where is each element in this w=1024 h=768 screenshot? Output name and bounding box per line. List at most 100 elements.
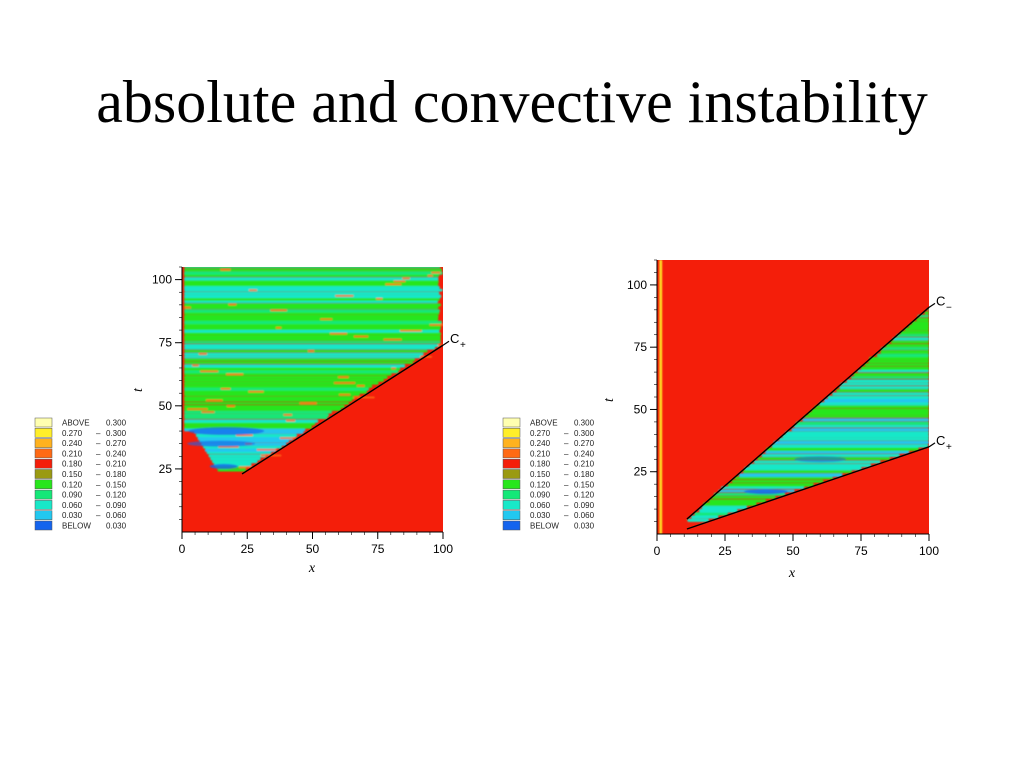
field-band [218, 446, 239, 448]
field-band [376, 297, 383, 300]
legend-label: 0.270 [62, 429, 83, 438]
legend-range: 0.180 [574, 470, 595, 479]
legend-swatch [502, 417, 521, 428]
field-band [248, 289, 258, 291]
group-velocity-ray [686, 306, 930, 520]
field-band [184, 352, 424, 356]
legend-range: 0.210 [574, 460, 595, 469]
legend-swatch [34, 428, 53, 438]
legend-dash: – [96, 449, 101, 458]
legend-label: 0.150 [62, 470, 83, 479]
contour-field [184, 267, 443, 472]
field-band [226, 373, 244, 376]
ray-label-subscript: + [460, 340, 466, 351]
legend-swatch [502, 510, 521, 520]
field-band [791, 428, 929, 432]
field-band [283, 414, 292, 416]
field-band [391, 367, 396, 370]
legend-label: 0.240 [62, 439, 83, 448]
field-band [220, 387, 231, 390]
field-band [778, 437, 929, 441]
legend-dash: – [96, 501, 101, 510]
field-band [721, 486, 805, 490]
field-band [198, 353, 207, 355]
field-band [184, 315, 439, 319]
field-band [850, 376, 929, 379]
field-band [338, 376, 349, 378]
field-band [184, 341, 441, 344]
field-band [393, 280, 406, 283]
legend-range: 0.210 [106, 460, 127, 469]
field-band [694, 512, 729, 516]
field-band [184, 303, 441, 307]
field-band [782, 434, 929, 438]
field-band [184, 323, 442, 327]
field-band [184, 335, 441, 339]
field-band [864, 363, 929, 367]
field-band [184, 393, 360, 397]
field-band [184, 410, 332, 414]
field-band [184, 358, 416, 362]
field-band [184, 338, 441, 341]
field-band [239, 466, 253, 468]
field-band [256, 448, 277, 451]
legend-label: 0.090 [62, 491, 83, 500]
field-band [184, 288, 443, 292]
field-band [771, 444, 929, 448]
field-band [184, 285, 440, 290]
field-band [226, 405, 235, 407]
field-band [184, 329, 440, 333]
ray-label-subscript: − [946, 302, 952, 313]
field-band [353, 335, 369, 338]
field-band [836, 389, 929, 393]
field-band [184, 355, 422, 359]
field-band [209, 463, 238, 469]
legend: ABOVE 0.3000.270–0.3000.240–0.2700.210–0.… [502, 417, 595, 531]
field-band [184, 407, 342, 411]
x-tick-label: 75 [854, 544, 868, 558]
field-band [184, 280, 439, 284]
field-band [184, 274, 440, 277]
field-band [184, 361, 414, 364]
field-band [184, 349, 428, 353]
field-band [184, 291, 440, 295]
field-band [749, 463, 872, 468]
legend-swatch [34, 458, 53, 469]
field-band [188, 427, 265, 436]
ray-label: C [450, 331, 459, 346]
field-band [184, 370, 399, 374]
legend-range: 0.030 [574, 522, 595, 531]
x-tick-label: 50 [786, 544, 800, 558]
legend-dash: – [96, 439, 101, 448]
field-band [210, 457, 261, 461]
field-band [184, 271, 443, 275]
y-tick-label: 100 [627, 278, 647, 292]
field-band [184, 416, 328, 420]
legend-range: 0.120 [106, 491, 127, 500]
legend-swatch [502, 458, 521, 469]
field-band [286, 419, 296, 422]
legend-dash: – [564, 470, 569, 479]
field-band [184, 332, 442, 336]
field-band [857, 369, 929, 373]
x-axis: 0 25 50 75 100 [654, 533, 939, 558]
field-band [744, 466, 862, 471]
field-band [819, 402, 929, 406]
field-band [691, 515, 719, 519]
field-band [184, 384, 373, 388]
field-band [793, 424, 929, 428]
field-band [711, 496, 776, 499]
field-band [427, 274, 433, 277]
field-band [699, 509, 738, 513]
x-tick-label: 50 [306, 542, 320, 556]
field-band [885, 343, 929, 348]
legend-swatch [502, 438, 521, 448]
legend-label: 0.030 [62, 511, 83, 520]
field-band [187, 408, 208, 410]
legend-swatch [502, 489, 521, 500]
contour-plot-right: ABOVE 0.3000.270–0.3000.240–0.2700.210–0.… [502, 259, 952, 581]
legend-range: 0.180 [106, 470, 127, 479]
legend-label: 0.060 [62, 501, 83, 510]
ray-lines: C + [241, 331, 466, 475]
legend-swatch [34, 479, 53, 490]
